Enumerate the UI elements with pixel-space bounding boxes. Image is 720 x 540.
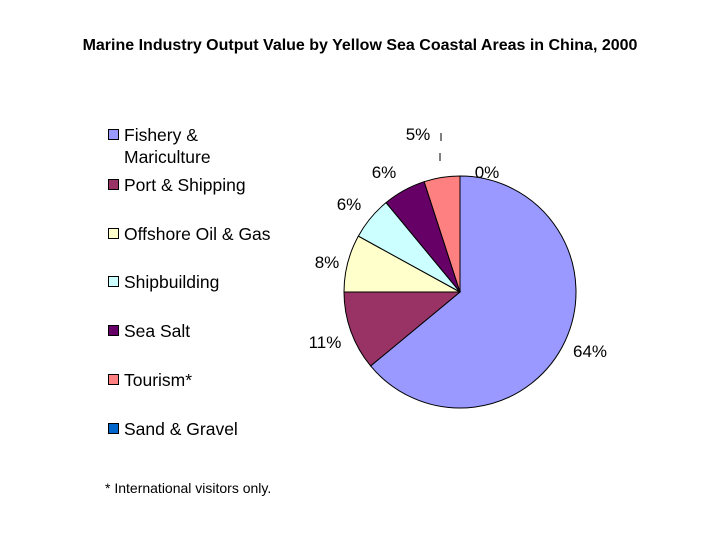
footnote: * International visitors only. — [105, 480, 272, 496]
legend-swatch-shipbuilding — [108, 276, 119, 287]
legend-label-fishery-mariculture: Fishery & Mariculture — [124, 125, 211, 167]
data-label-fishery-mariculture: 64% — [573, 342, 607, 361]
data-label-shipbuilding: 6% — [337, 195, 362, 214]
data-label-sea-salt: 6% — [372, 163, 397, 182]
chart-title: Marine Industry Output Value by Yellow S… — [82, 37, 638, 54]
data-label-offshore-oil-gas: 8% — [315, 253, 340, 272]
data-label-sand-gravel: 0% — [475, 163, 500, 182]
legend-swatch-port-shipping — [108, 179, 119, 190]
pie-slice-tourism — [423, 175, 461, 293]
data-labels: 64% 11% 8% 6% 6% 5% 0% — [309, 125, 607, 361]
legend-swatch-sea-salt — [108, 325, 119, 336]
legend-label-sand-gravel: Sand & Gravel — [124, 419, 238, 439]
pie-slice-port-shipping — [343, 291, 462, 367]
data-label-tourism: 5% — [406, 125, 431, 144]
legend-label-shipbuilding: Shipbuilding — [124, 272, 220, 292]
legend-swatch-sand-gravel — [108, 423, 119, 434]
legend-swatch-offshore-oil-gas — [108, 228, 119, 239]
legend-label-sea-salt: Sea Salt — [124, 321, 191, 341]
legend-label-tourism: Tourism* — [124, 370, 193, 390]
data-label-port-shipping: 11% — [309, 333, 342, 352]
legend-swatch-tourism — [108, 374, 119, 385]
legend-label-offshore-oil-gas: Offshore Oil & Gas — [124, 224, 271, 244]
pie-slice-fishery-mariculture — [369, 175, 577, 409]
pie-slices — [343, 175, 577, 409]
leader-lines — [439, 133, 442, 161]
legend-swatch-fishery-mariculture — [108, 129, 119, 140]
legend-label-port-shipping: Port & Shipping — [124, 175, 246, 195]
